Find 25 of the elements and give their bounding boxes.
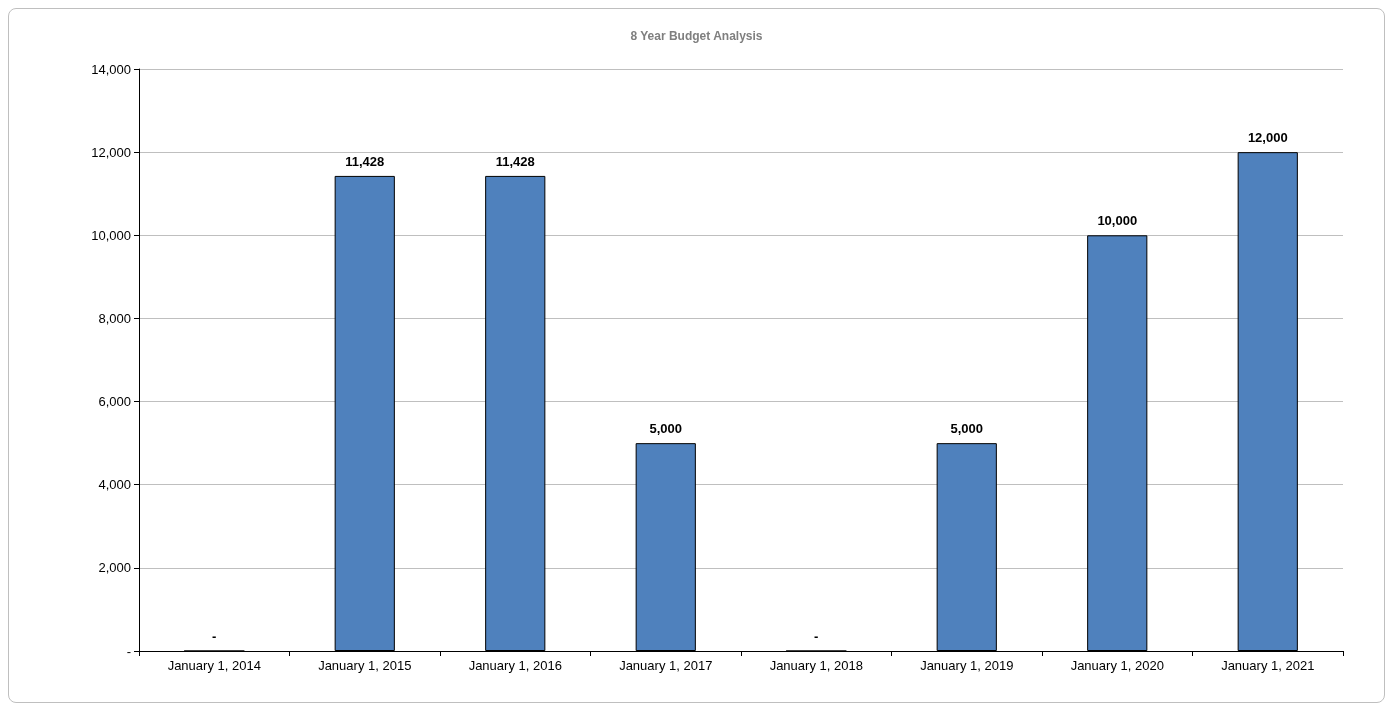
data-label: 5,000 [950,421,984,437]
y-tick-label: 12,000 [91,144,131,160]
y-tick-label: 2,000 [98,560,131,576]
x-tick-label: January 1, 2021 [1221,658,1315,673]
y-tick-label: 8,000 [98,310,131,326]
y-tick-label: 10,000 [91,227,131,243]
data-label: - [814,628,819,644]
data-label: 5,000 [649,421,683,437]
y-tick-label: 14,000 [91,61,131,77]
y-tick-label: - [126,643,131,659]
data-label: - [212,628,217,644]
x-tick-label: January 1, 2018 [769,658,863,673]
x-tick-label: January 1, 2019 [920,658,1014,673]
chart-title: 8 Year Budget Analysis [630,29,763,43]
data-label: 11,428 [495,153,535,169]
data-label: 12,000 [1247,130,1288,146]
y-tick-label: 4,000 [98,477,131,493]
y-tick-label: 6,000 [98,394,131,410]
x-tick-label: January 1, 2015 [318,658,412,673]
x-tick-label: January 1, 2020 [1070,658,1164,673]
data-label: 11,428 [345,153,385,169]
x-tick-label: January 1, 2016 [468,658,562,673]
x-tick-label: January 1, 2017 [619,658,713,673]
data-label: 10,000 [1097,213,1138,229]
x-tick-label: January 1, 2014 [167,658,261,673]
